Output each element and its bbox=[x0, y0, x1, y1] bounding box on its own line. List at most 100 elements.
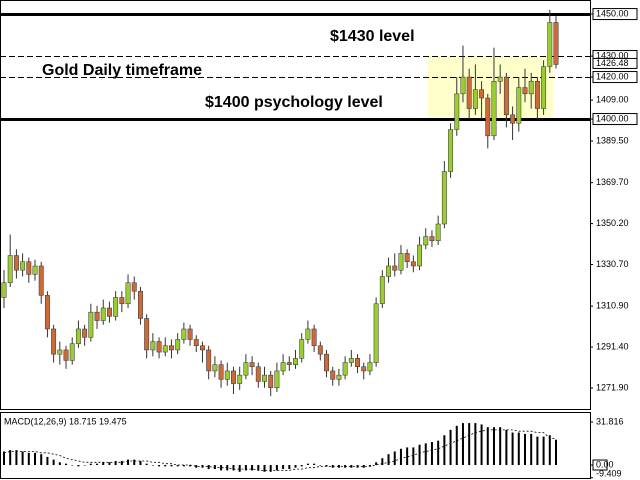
macd-bar bbox=[269, 465, 272, 472]
candle-body bbox=[38, 265, 44, 296]
macd-bar bbox=[542, 436, 545, 466]
candle-body bbox=[367, 362, 373, 372]
tick-label-box bbox=[592, 8, 638, 21]
candle-body bbox=[404, 253, 410, 263]
candle-body bbox=[342, 362, 348, 376]
macd-bar bbox=[275, 465, 278, 471]
candle-body bbox=[268, 374, 274, 388]
candle-body bbox=[460, 76, 466, 95]
annotation: Gold Daily timeframe bbox=[42, 62, 202, 79]
macd-bar bbox=[158, 465, 161, 467]
macd-bar bbox=[151, 465, 154, 466]
y-tick-label: 1400.00 bbox=[596, 113, 629, 123]
candle-body bbox=[162, 345, 168, 353]
macd-bar bbox=[232, 465, 235, 471]
macd-bar bbox=[480, 424, 483, 466]
candle-body bbox=[398, 253, 404, 271]
macd-bar bbox=[65, 463, 68, 466]
macd-bar bbox=[52, 459, 55, 466]
candle-body bbox=[181, 328, 187, 340]
candle-body bbox=[348, 358, 354, 363]
macd-bar bbox=[21, 451, 24, 466]
macd-bar bbox=[325, 465, 328, 467]
candle-body bbox=[243, 362, 249, 376]
y-tick-label: 1310.90 bbox=[596, 300, 629, 310]
y-tick-label: 1389.50 bbox=[596, 135, 629, 145]
y-tick-label: 1271.90 bbox=[596, 382, 629, 392]
candle-body bbox=[417, 244, 423, 267]
candle-body bbox=[1, 282, 7, 298]
macd-bar bbox=[207, 465, 210, 470]
candle-body bbox=[137, 290, 143, 319]
macd-bar bbox=[381, 458, 384, 466]
candle-body bbox=[510, 114, 516, 124]
macd-bar bbox=[536, 436, 539, 466]
candle-body bbox=[193, 339, 199, 347]
candle-body bbox=[255, 366, 261, 382]
candle-body bbox=[187, 328, 193, 340]
candle-body bbox=[150, 341, 156, 351]
macd-bar bbox=[127, 459, 130, 466]
macd-bar bbox=[337, 465, 340, 468]
candle-body bbox=[218, 364, 224, 380]
candle-body bbox=[553, 22, 559, 65]
macd-bar bbox=[238, 465, 241, 472]
macd-bar bbox=[555, 439, 557, 466]
macd-bar bbox=[244, 465, 247, 471]
mark-layer bbox=[1, 9, 559, 472]
candle-body bbox=[44, 295, 50, 330]
macd-bar bbox=[133, 459, 136, 466]
macd-bar bbox=[257, 465, 260, 471]
candle-body bbox=[355, 358, 360, 368]
macd-bar bbox=[412, 447, 415, 466]
y-tick-label: -9.409 bbox=[596, 468, 622, 478]
candle-body bbox=[435, 223, 441, 242]
candle-body bbox=[361, 366, 367, 372]
macd-bar bbox=[313, 463, 316, 466]
candle-body bbox=[299, 339, 305, 359]
candle-body bbox=[286, 362, 292, 365]
candle-body bbox=[534, 80, 540, 109]
candle-body bbox=[113, 297, 119, 317]
macd-bar bbox=[362, 465, 365, 468]
candle-body bbox=[237, 374, 243, 384]
y-tick-label: 31.816 bbox=[596, 416, 624, 426]
candle-body bbox=[311, 328, 317, 347]
candle-body bbox=[94, 311, 100, 321]
y-tick-label: 1430.00 bbox=[596, 50, 629, 60]
candle-body bbox=[485, 97, 491, 137]
candle-body bbox=[516, 87, 522, 124]
label-layer: 1450.00 1430.00 1420.00 1409.00 1400.00 1389.… bbox=[592, 8, 638, 478]
macd-bar bbox=[34, 452, 37, 466]
macd-bar bbox=[40, 454, 43, 466]
candle-body bbox=[479, 89, 485, 99]
macd-bar bbox=[294, 465, 297, 468]
y-tick-label: 1409.00 bbox=[596, 95, 629, 105]
candle-body bbox=[330, 370, 336, 380]
macd-bar bbox=[139, 460, 142, 466]
candle-body bbox=[392, 265, 398, 271]
macd-bar bbox=[195, 465, 198, 468]
macd-bar bbox=[461, 423, 464, 466]
candle-body bbox=[57, 349, 63, 355]
macd-bar bbox=[102, 462, 105, 466]
y-tick-label: 0.00 bbox=[596, 459, 614, 469]
macd-panel-border bbox=[0, 412, 591, 479]
y-tick-label: 1330.70 bbox=[596, 259, 629, 269]
macd-bar bbox=[474, 423, 477, 466]
macd-bar bbox=[437, 440, 440, 466]
macd-bar bbox=[189, 465, 192, 467]
price-panel-border bbox=[0, 0, 591, 410]
candle-body bbox=[547, 22, 553, 67]
candle-body bbox=[441, 171, 447, 225]
macd-bar bbox=[15, 450, 18, 466]
candle-body bbox=[125, 282, 131, 305]
tick-label-box bbox=[592, 71, 638, 84]
candle-body bbox=[75, 328, 81, 344]
y-tick-label: 1450.00 bbox=[596, 8, 629, 18]
macd-bar bbox=[71, 465, 74, 466]
macd-bar bbox=[548, 435, 551, 466]
candle-body bbox=[26, 261, 32, 275]
candle-body bbox=[497, 76, 503, 82]
